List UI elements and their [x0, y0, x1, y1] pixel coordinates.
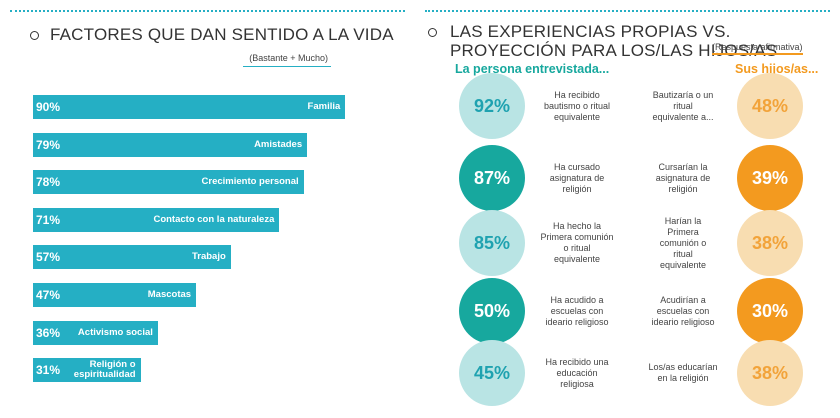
circle: 50%: [459, 278, 525, 344]
category-label: Amistades: [254, 138, 303, 150]
row-label: Ha acudido a escuelas con ideario religi…: [545, 294, 609, 327]
value-label: 90%: [36, 100, 61, 114]
row-label: Bautizaría o un ritual equivalente a...: [652, 89, 714, 122]
circle: 85%: [459, 210, 525, 276]
circle: 39%: [737, 145, 803, 211]
value-label: 79%: [36, 137, 61, 152]
value-label: 47%: [36, 288, 61, 302]
bullet: [30, 31, 39, 40]
category-label: Trabajo: [191, 251, 226, 263]
bar: [33, 132, 308, 157]
circle: 48%: [737, 73, 803, 139]
left-title: FACTORES QUE DAN SENTIDO A LA VIDA: [50, 25, 394, 44]
row-label: Cursarían la asignatura de religión: [655, 161, 711, 194]
circle: 38%: [737, 210, 803, 276]
right-subtitle: (Respuesta afirmativa): [712, 42, 803, 55]
category-label: Crecimiento personal: [201, 176, 299, 188]
divider: [425, 10, 830, 12]
circle: 45%: [459, 340, 525, 406]
value-label: 31%: [36, 363, 61, 378]
row-label: Ha hecho la Primera comunión o ritual eq…: [540, 221, 614, 264]
circle: 30%: [737, 278, 803, 344]
divider: [10, 10, 405, 12]
category-label: Religión o espiritualidad: [73, 359, 136, 381]
circle: 87%: [459, 145, 525, 211]
circle: 38%: [737, 340, 803, 406]
legend-label: Sus hijos/as...: [735, 62, 819, 76]
bar: [33, 207, 280, 232]
category-label: Familia: [307, 101, 341, 112]
value-label: 71%: [36, 212, 61, 227]
circle: 92%: [459, 73, 525, 139]
category-label: Activismo social: [77, 326, 153, 338]
bullet: [428, 28, 437, 37]
row-label: Ha cursado asignatura de religión: [549, 161, 605, 194]
category-label: Mascotas: [147, 289, 192, 300]
bar: [33, 245, 231, 270]
left-subtitle: (Bastante + Mucho): [249, 53, 328, 63]
bar: [33, 95, 346, 119]
row-label: Acudirían a escuelas con ideario religio…: [651, 294, 715, 327]
bar: [33, 283, 197, 307]
category-label: Contacto con la naturaleza: [153, 213, 275, 225]
right-title: LAS EXPERIENCIAS PROPIAS VS. PROYECCIÓN …: [450, 22, 778, 60]
value-label: 36%: [36, 325, 61, 340]
bar: [33, 320, 158, 345]
value-label: 78%: [36, 175, 61, 190]
row-label: Los/as educarían en la religión: [648, 362, 718, 383]
underline: [243, 66, 331, 67]
row-label: Harían la Primera comunión o ritual equi…: [659, 215, 707, 270]
value-label: 57%: [36, 250, 61, 265]
row-label: Ha recibido bautismo o ritual equivalent…: [543, 89, 611, 122]
bar: [33, 358, 141, 383]
legend-label: La persona entrevistada...: [455, 62, 610, 76]
bar: [33, 170, 304, 195]
row-label: Ha recibido una educación religiosa: [545, 356, 609, 389]
